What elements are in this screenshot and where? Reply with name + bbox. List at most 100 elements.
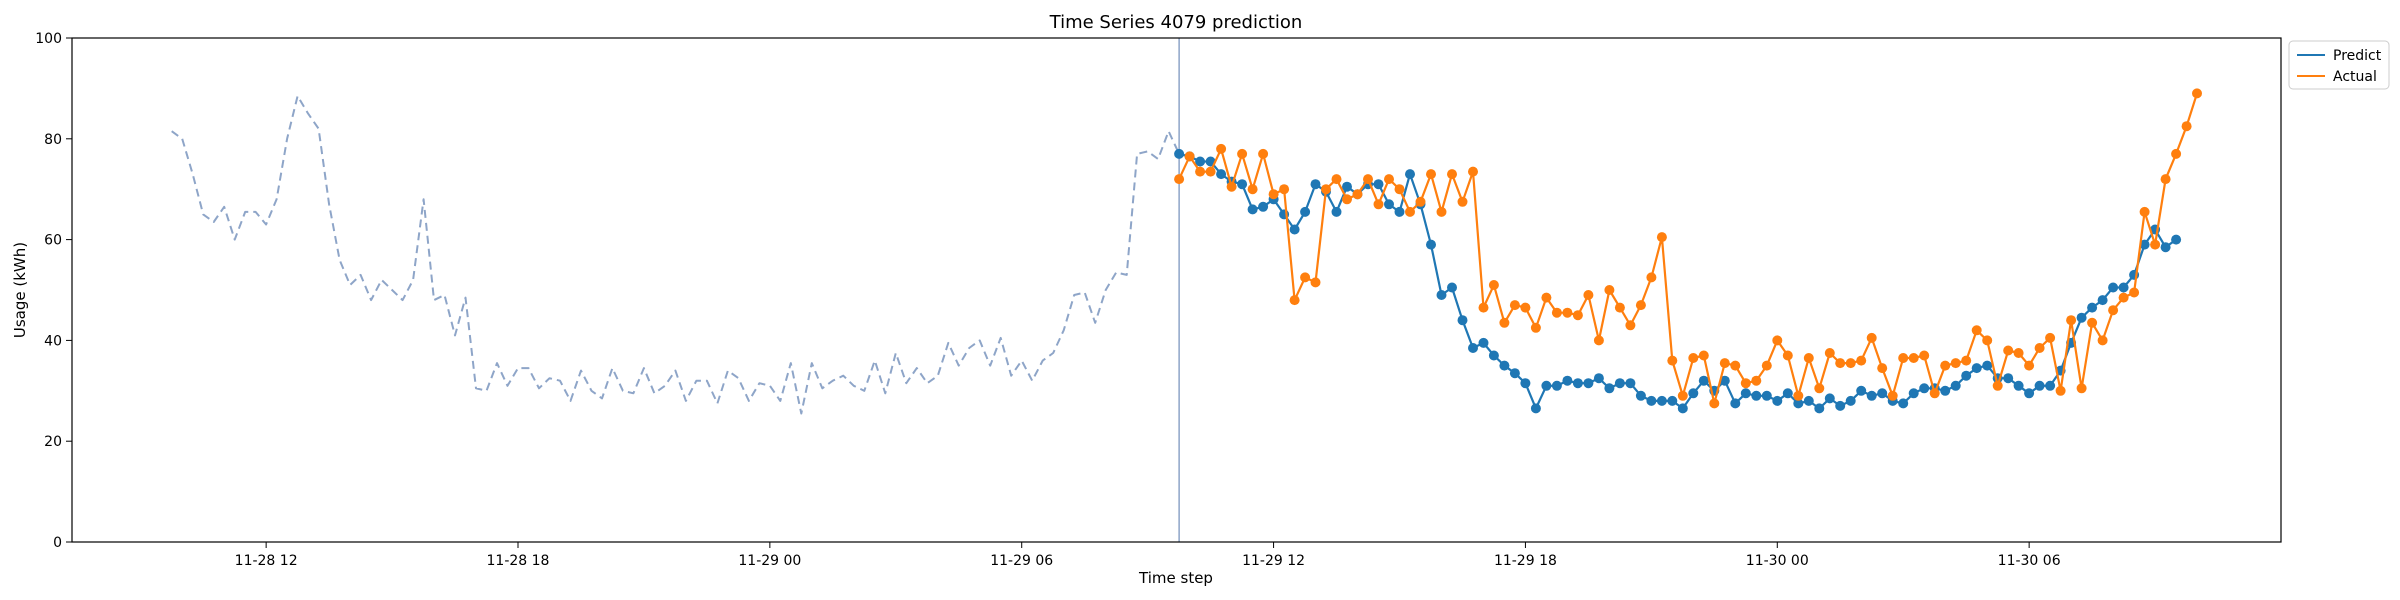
data-point-predict <box>2003 373 2014 384</box>
data-point-predict <box>2108 282 2119 293</box>
data-point-predict <box>2076 312 2087 323</box>
data-point-actual <box>1247 184 1258 195</box>
data-point-actual <box>1772 335 1783 346</box>
data-point-predict <box>1195 156 1206 167</box>
data-point-predict <box>2171 234 2182 245</box>
data-point-predict <box>1583 378 1594 389</box>
data-point-actual <box>1929 388 1940 399</box>
chart-title: Time Series 4079 prediction <box>1049 12 1303 33</box>
data-point-actual <box>1289 295 1300 306</box>
data-point-predict <box>1898 398 1909 409</box>
data-point-actual <box>2087 317 2098 328</box>
series-line-history <box>171 95 1181 415</box>
data-point-actual <box>1919 350 1930 361</box>
data-point-actual <box>1803 353 1814 363</box>
data-point-actual <box>1751 375 1762 386</box>
data-point-actual <box>2150 239 2161 250</box>
data-point-actual <box>1405 206 1415 217</box>
data-point-actual <box>1447 169 1457 180</box>
data-point-predict <box>1772 395 1783 406</box>
data-point-predict <box>1751 390 1762 401</box>
data-point-actual <box>2024 360 2035 371</box>
data-point-actual <box>1551 307 1562 318</box>
data-point-actual <box>1478 302 1489 313</box>
data-point-actual <box>1530 322 1541 333</box>
data-point-predict <box>1174 148 1185 159</box>
data-point-predict <box>1625 378 1636 389</box>
data-point-predict <box>2160 242 2171 253</box>
x-tick-label: 11-29 06 <box>990 553 1053 569</box>
data-point-actual <box>1950 358 1961 369</box>
data-point-predict <box>1614 378 1625 389</box>
data-point-actual <box>1541 292 1552 303</box>
data-point-predict <box>2013 380 2024 391</box>
data-point-actual <box>1310 277 1321 288</box>
data-point-actual <box>1793 390 1804 401</box>
data-point-actual <box>1583 290 1594 300</box>
data-point-predict <box>2118 282 2129 293</box>
data-point-actual <box>1184 151 1195 162</box>
data-point-predict <box>1940 385 1951 396</box>
x-tick-label: 11-28 18 <box>487 553 550 569</box>
data-point-actual <box>1300 272 1311 283</box>
y-axis: 0 20 40 60 80 100 <box>35 31 72 551</box>
data-point-actual <box>2076 383 2087 394</box>
data-point-predict <box>1457 315 1468 326</box>
data-point-actual <box>2171 148 2182 159</box>
y-tick-label: 0 <box>53 535 62 551</box>
data-point-actual <box>1226 181 1237 192</box>
data-point-predict <box>1971 363 1982 374</box>
data-point-actual <box>1940 360 1951 371</box>
data-point-predict <box>1698 375 1709 386</box>
data-point-actual <box>2108 305 2119 316</box>
legend-label-predict: Predict <box>2333 48 2382 64</box>
data-point-actual <box>1457 196 1468 207</box>
data-point-actual <box>1509 300 1520 311</box>
y-tick-label: 80 <box>44 132 62 148</box>
data-point-predict <box>1509 368 1520 379</box>
data-point-actual <box>1761 360 1772 371</box>
data-point-actual <box>1426 169 1436 180</box>
data-point-predict <box>1982 360 1993 371</box>
data-point-predict <box>1426 239 1436 250</box>
data-point-actual <box>1908 353 1919 363</box>
plot-area <box>171 38 2202 542</box>
y-tick-label: 20 <box>44 434 62 450</box>
x-tick-label: 11-30 00 <box>1746 553 1809 569</box>
x-tick-label: 11-29 00 <box>738 553 801 569</box>
data-point-actual <box>1646 272 1657 283</box>
data-point-predict <box>1237 179 1248 190</box>
data-point-actual <box>1384 174 1394 185</box>
data-point-actual <box>2129 287 2140 298</box>
data-point-actual <box>2192 88 2202 99</box>
data-point-actual <box>1866 332 1877 343</box>
data-point-actual <box>2118 292 2129 303</box>
data-point-predict <box>1447 282 1457 293</box>
data-point-predict <box>1394 206 1405 217</box>
data-point-actual <box>2139 206 2150 217</box>
x-axis-label: Time step <box>1138 569 1213 587</box>
data-point-predict <box>1499 360 1510 371</box>
data-point-actual <box>1898 353 1909 363</box>
data-point-predict <box>1835 400 1846 411</box>
data-point-predict <box>1677 403 1688 414</box>
data-point-predict <box>1562 375 1573 386</box>
data-point-actual <box>2045 332 2056 343</box>
data-point-actual <box>1677 390 1688 401</box>
data-point-actual <box>1363 174 1373 185</box>
data-point-actual <box>2160 174 2171 185</box>
data-point-actual <box>1499 317 1510 328</box>
data-point-predict <box>1824 393 1835 404</box>
data-point-predict <box>1814 403 1825 414</box>
data-point-actual <box>2013 348 2024 358</box>
data-point-actual <box>1887 390 1898 401</box>
data-point-actual <box>1373 199 1384 210</box>
data-point-predict <box>1719 375 1730 386</box>
data-point-actual <box>1195 166 1206 177</box>
data-point-predict <box>2045 380 2056 391</box>
data-point-actual <box>1877 363 1888 374</box>
data-point-predict <box>1635 390 1646 401</box>
data-point-actual <box>1237 148 1248 159</box>
y-tick-label: 100 <box>35 31 62 47</box>
